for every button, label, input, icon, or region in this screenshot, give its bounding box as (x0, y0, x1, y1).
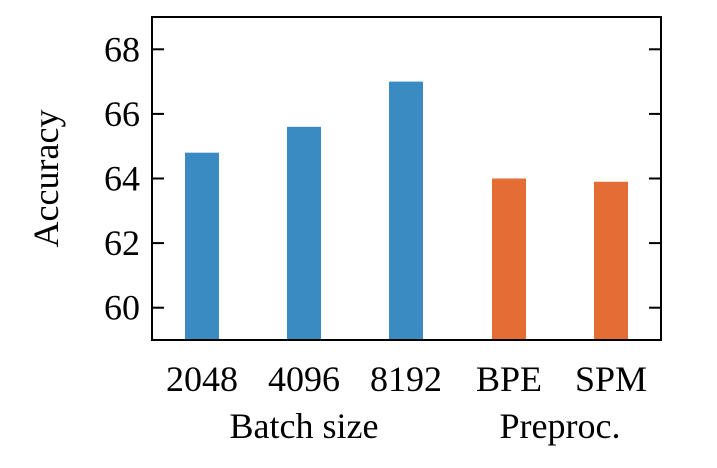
plot-frame (151, 16, 662, 341)
x-tick-label: 4096 (268, 359, 340, 399)
x-tick-label: SPM (575, 359, 647, 399)
bar-2048 (185, 152, 219, 340)
x-tick-label: BPE (476, 359, 542, 399)
x-tick-label: 8192 (370, 359, 442, 399)
bar-8192 (389, 81, 423, 340)
y-axis-label: Accuracy (26, 110, 66, 248)
y-tick-label: 64 (104, 159, 140, 199)
ticks-layer (152, 48, 661, 309)
y-tick-label: 66 (104, 94, 140, 134)
bar-spm (594, 181, 628, 340)
y-tick-label: 62 (104, 223, 140, 263)
bars-layer (185, 81, 628, 340)
group-label: Batch size (230, 406, 379, 446)
y-tick-label: 68 (104, 29, 140, 69)
y-tick-label: 60 (104, 288, 140, 328)
labels-layer: 60 62 64 66 68 2048 4096 8192 BPE SPM Batch size Pr… (104, 29, 647, 446)
bar-4096 (287, 126, 321, 340)
x-tick-label: 2048 (166, 359, 238, 399)
group-label: Preproc. (500, 406, 621, 446)
bar-bpe (492, 178, 526, 340)
